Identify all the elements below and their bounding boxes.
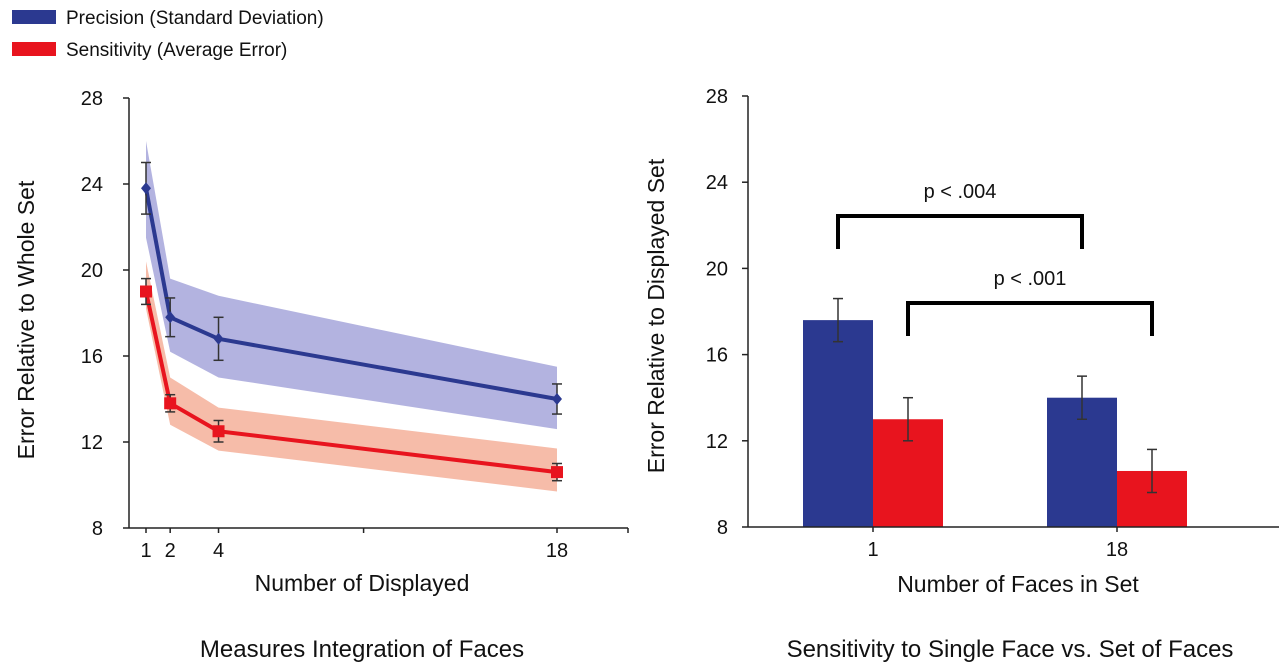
y-tick-label-16: 16: [706, 345, 728, 367]
y-tick-label-12: 12: [706, 431, 728, 453]
band-precision: [146, 141, 557, 430]
data-point-precision-18: [552, 393, 562, 405]
data-point-precision-1: [141, 182, 151, 195]
legend-entry-sensitivity: Sensitivity (Average Error): [12, 40, 287, 61]
y-tick-label-28: 28: [81, 88, 103, 110]
y-tick-label-8: 8: [92, 518, 103, 540]
y-ticks: 8 12 16 20 24 28: [706, 86, 748, 539]
significance-annotations: p < .004 p < .001: [836, 181, 1154, 336]
left-y-axis-title: Error Relative to Whole Set: [13, 180, 39, 459]
bar-chart: p < .004 p < .001 8 12 16 20 24 28 1 18 Number …: [643, 86, 1279, 663]
legend-label-sensitivity: Sensitivity (Average Error): [66, 40, 287, 61]
legend-label-precision: Precision (Standard Deviation): [66, 8, 324, 29]
y-tick-label-24: 24: [81, 174, 103, 196]
bars: [803, 320, 1187, 527]
x-tick-label-18: 18: [546, 540, 568, 562]
legend-swatch-sensitivity: [12, 42, 56, 56]
data-markers: [140, 182, 563, 479]
data-point-sensitivity-2: [164, 397, 177, 410]
data-point-sensitivity-1: [140, 285, 152, 298]
legend-swatch-precision: [12, 10, 56, 24]
left-x-axis-title: Number of Displayed: [255, 570, 470, 596]
series-line-precision: [144, 187, 558, 401]
x-tick-label-18: 18: [1106, 539, 1128, 561]
y-tick-label-28: 28: [706, 86, 728, 108]
data-point-sensitivity-18: [551, 466, 563, 479]
series-lines: [144, 187, 558, 475]
axes: [747, 96, 1279, 528]
y-tick-label-20: 20: [706, 258, 728, 280]
x-ticks: 1 18: [867, 527, 1128, 561]
y-tick-label-24: 24: [706, 172, 728, 194]
significance-bracket-2: p < .001: [906, 268, 1154, 336]
axes: [128, 98, 628, 529]
error-bar-precision-18: [1077, 375, 1087, 420]
error-bars: [833, 297, 1157, 494]
x-ticks: 1 2 4 18: [140, 528, 629, 562]
y-tick-label-8: 8: [717, 517, 728, 539]
y-tick-label-12: 12: [81, 432, 103, 454]
right-x-axis-title: Number of Faces in Set: [897, 571, 1139, 597]
legend-entry-precision: Precision (Standard Deviation): [12, 8, 324, 29]
y-ticks: 8 12 16 20 24 28: [81, 88, 129, 540]
legend: Precision (Standard Deviation) Sensitivi…: [12, 8, 324, 61]
x-tick-label-1: 1: [867, 539, 878, 561]
data-point-precision-2: [165, 311, 176, 324]
p-value-label: p < .001: [994, 268, 1067, 290]
bracket-line: [836, 214, 1084, 249]
confidence-bands: [146, 141, 557, 492]
left-caption: Measures Integration of Faces: [200, 636, 524, 663]
y-tick-label-20: 20: [81, 260, 103, 282]
x-tick-label-1: 1: [140, 540, 151, 562]
error-bar-sensitivity-1: [903, 396, 913, 442]
p-value-label: p < .004: [924, 181, 997, 203]
error-bar-sensitivity-18: [1147, 448, 1157, 494]
x-tick-label-4: 4: [213, 540, 224, 562]
bracket-line: [906, 301, 1154, 336]
bar-precision-1: [803, 320, 873, 527]
significance-bracket-1: p < .004: [836, 181, 1084, 249]
right-y-axis-title: Error Relative to Displayed Set: [643, 158, 669, 473]
data-point-precision-4: [213, 332, 224, 345]
right-caption: Sensitivity to Single Face vs. Set of Fa…: [787, 636, 1234, 663]
data-point-sensitivity-4: [212, 425, 225, 438]
series-line-sensitivity: [144, 291, 558, 475]
y-tick-label-16: 16: [81, 346, 103, 368]
error-bar-precision-1: [833, 297, 843, 343]
x-tick-label-2: 2: [165, 540, 176, 562]
